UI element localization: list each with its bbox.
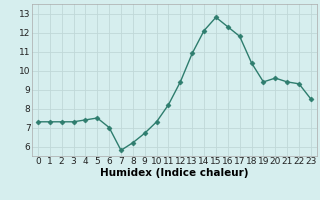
X-axis label: Humidex (Indice chaleur): Humidex (Indice chaleur) (100, 168, 249, 178)
